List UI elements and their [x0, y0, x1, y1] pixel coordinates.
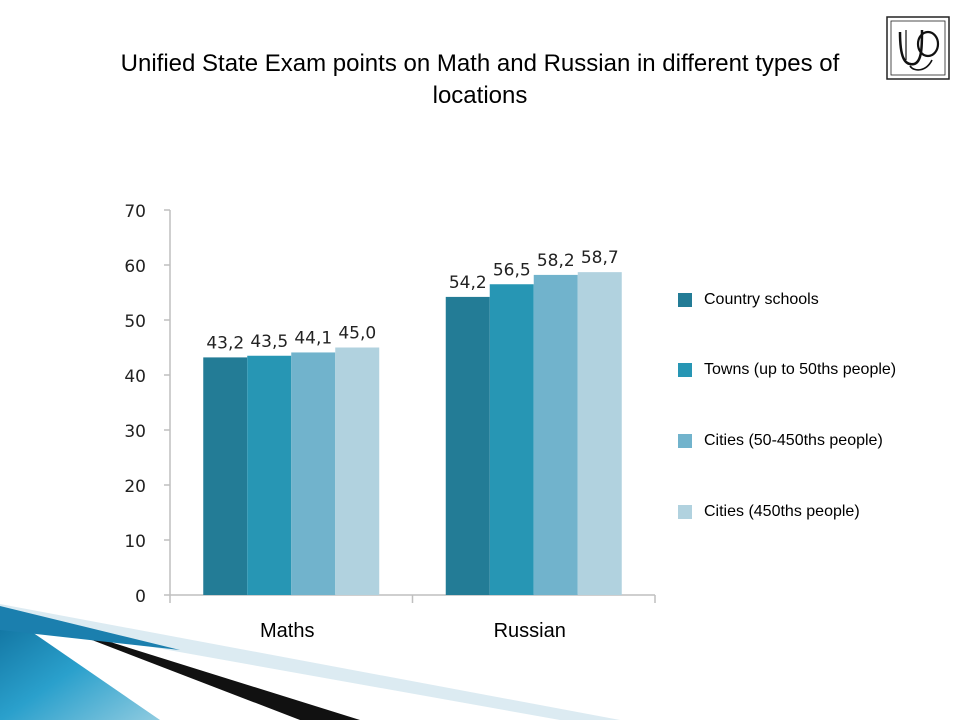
legend-item: Cities (50-450ths people): [678, 429, 883, 453]
bar-russian-series-4: [577, 272, 622, 595]
y-tick-label: 60: [124, 257, 146, 277]
data-label: 43,5: [250, 332, 288, 352]
bar-maths-series-2: [247, 355, 292, 595]
data-label: 44,1: [294, 328, 332, 348]
y-tick-label: 20: [124, 477, 146, 497]
x-category-label: Maths: [260, 620, 314, 642]
y-tick-label: 70: [124, 202, 146, 222]
data-label: 54,2: [449, 273, 487, 293]
legend-swatch: [678, 434, 692, 448]
y-tick-label: 10: [124, 532, 146, 552]
y-tick-label: 0: [135, 587, 146, 607]
data-label: 56,5: [493, 260, 531, 280]
legend-label: Cities (450ths people): [704, 503, 860, 520]
bar-maths-series-1: [203, 357, 248, 595]
legend-swatch: [678, 363, 692, 377]
data-label: 45,0: [338, 324, 376, 344]
legend-label: Cities (50-450ths people): [704, 432, 883, 449]
y-tick-label: 50: [124, 312, 146, 332]
bar-maths-series-3: [291, 352, 336, 595]
legend-item: Cities (450ths people): [678, 500, 860, 524]
legend-label: Towns (up to 50ths people): [704, 361, 897, 378]
legend-swatch: [678, 293, 692, 307]
y-tick-label: 40: [124, 367, 146, 387]
legend-swatch: [678, 505, 692, 519]
legend-item: Country schools: [678, 288, 819, 312]
y-tick-label: 30: [124, 422, 146, 442]
data-label: 43,2: [206, 333, 244, 353]
bar-russian-series-3: [533, 274, 578, 595]
bar-russian-series-1: [445, 296, 490, 595]
bar-maths-series-4: [335, 347, 380, 595]
bar-russian-series-2: [489, 284, 534, 595]
x-category-label: Russian: [494, 620, 566, 642]
ucho-monogram-logo: [886, 16, 950, 80]
data-label: 58,7: [581, 248, 619, 268]
page-title: Unified State Exam points on Math and Ru…: [120, 50, 840, 109]
legend-label: Country schools: [704, 291, 819, 308]
decorative-swoosh: [0, 604, 620, 720]
data-label: 58,2: [537, 251, 575, 271]
legend-item: Towns (up to 50ths people): [678, 358, 896, 382]
